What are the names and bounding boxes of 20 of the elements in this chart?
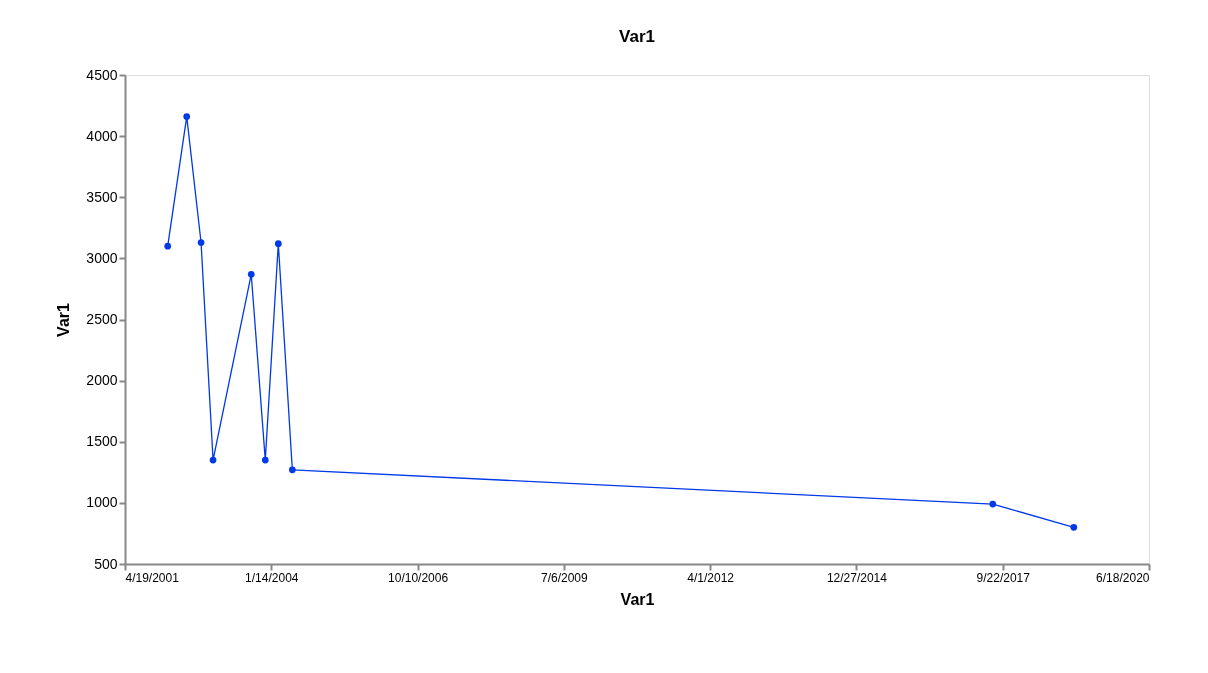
y-axis-title: Var1 (55, 302, 73, 337)
x-tick-label: 12/27/2014 (826, 570, 888, 585)
y-tick-label: 4000 (86, 127, 118, 144)
y-tick-label: 2500 (86, 311, 118, 327)
x-tick-label: 9/22/2017 (976, 570, 1031, 585)
y-tick-label: 3500 (86, 188, 118, 205)
x-axis-title: Var1 (620, 590, 655, 608)
y-tick-label: 2000 (86, 372, 118, 389)
y-tick-label: 1000 (86, 494, 118, 511)
x-tick-label: 4/19/2001 (125, 570, 180, 585)
y-tick-label: 1500 (86, 433, 118, 450)
x-tick-label: 6/18/2020 (1096, 570, 1150, 585)
x-tick-label: 1/14/2004 (245, 570, 299, 585)
chart-title: Var1 (619, 27, 655, 46)
y-tick-label: 3000 (86, 249, 118, 266)
x-tick-label: 10/10/2006 (388, 570, 449, 585)
y-tick-label: 500 (94, 555, 118, 572)
x-tick-label: 7/6/2009 (541, 570, 589, 585)
x-tick-label: 4/1/2012 (687, 570, 735, 585)
y-tick-label: 4500 (86, 66, 118, 83)
